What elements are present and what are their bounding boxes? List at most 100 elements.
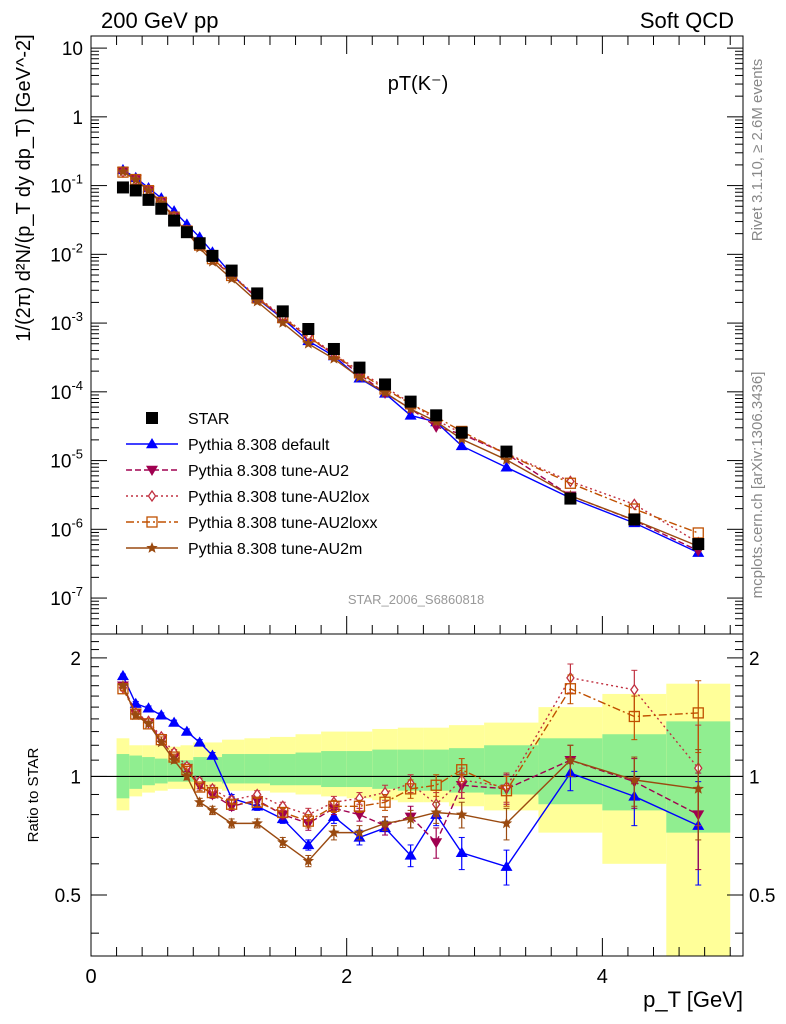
ratio-frame (90, 633, 744, 957)
star-data-point (692, 538, 705, 551)
star-band-inner (346, 751, 373, 788)
star-data-point (353, 361, 366, 374)
star-band-inner (154, 758, 168, 784)
series-3-ratio-point (194, 781, 206, 793)
star-data-point (206, 249, 219, 262)
analysis-label: STAR_2006_S6860818 (348, 592, 484, 607)
y-tick-label: 10-3 (50, 309, 83, 335)
series-4-main-point (130, 173, 142, 185)
main-marks (116, 163, 705, 557)
ratio-y-tick-label-right: 1 (749, 767, 760, 788)
series-4-main-line (122, 171, 699, 547)
header-right: Soft QCD (640, 8, 734, 33)
header-left: 200 GeV pp (101, 8, 218, 33)
star-data-point (404, 395, 417, 408)
series-3-ratio-point (692, 707, 704, 719)
series-3-ratio-point (225, 798, 238, 810)
y-tick-label: 10-6 (50, 515, 83, 541)
legend-label: Pythia 8.308 tune-AU2 (188, 463, 349, 480)
y-tick-label: 1 (72, 108, 83, 129)
series-3-ratio-point (564, 683, 577, 695)
legend-marker (147, 489, 157, 503)
series-4-main-point (404, 403, 417, 414)
star-data-point (430, 409, 443, 422)
star-band-inner (193, 757, 207, 782)
star-data-point (455, 426, 468, 439)
series-4-ratio-point (379, 817, 391, 829)
series-4-ratio-point (456, 808, 468, 820)
series-0-ratio-point (500, 860, 513, 871)
x-tick-label: 4 (597, 966, 608, 988)
series-4-ratio-point (628, 773, 641, 785)
star-data-point (129, 184, 142, 197)
star-uncertainty-bands (116, 683, 731, 956)
ratio-panel: 2 2 1 1 0.5 0.5 (55, 633, 775, 957)
ratio-y-tick-label: 0.5 (55, 886, 81, 907)
series-3-ratio-point (353, 800, 366, 812)
star-data-point (628, 513, 641, 526)
series-0-ratio-point (116, 669, 129, 681)
series-4-ratio-point (155, 736, 168, 748)
series-4-main-point (379, 386, 391, 398)
series-4-ratio-point (251, 817, 263, 829)
series-1-ratio-line (122, 685, 699, 844)
star-data-point (225, 264, 238, 277)
y-tick-exponent: -1 (71, 172, 83, 187)
side-label-top: Rivet 3.1.10, ≥ 2.6M events (749, 59, 766, 242)
legend-marker (146, 465, 158, 476)
star-data-point (193, 237, 206, 250)
y-tick-label: 10-4 (50, 378, 83, 404)
series-4-main-point (353, 371, 366, 383)
series-4-ratio-point (430, 806, 442, 818)
series-0-ratio-line (122, 675, 699, 868)
legend-marker (146, 542, 158, 553)
series-3-ratio-point (456, 764, 468, 776)
series-0-ratio-point (155, 709, 168, 720)
series-4-ratio-point (328, 826, 340, 838)
legend-label: Pythia 8.308 tune-AU2lox (188, 489, 369, 506)
legend-label: Pythia 8.308 default (188, 437, 330, 454)
series-3-ratio-point (379, 796, 391, 808)
star-band-inner (129, 755, 143, 789)
series-0-ratio-point (168, 716, 181, 727)
y-tick-label: 10-2 (50, 240, 83, 266)
series-4-ratio-point (130, 709, 142, 721)
series-2-ratio-point (630, 683, 639, 696)
series-3-ratio-point (430, 779, 442, 791)
series-3-ratio-point (206, 786, 219, 799)
star-data-point (155, 202, 168, 215)
legend-marker (146, 516, 158, 528)
series-4-ratio-point (692, 782, 704, 794)
x-tick-label: 0 (85, 966, 96, 988)
series-4-ratio-point (225, 817, 238, 829)
star-data-point (379, 378, 392, 391)
series-4-ratio-point (277, 836, 289, 848)
legend-label: STAR (188, 411, 229, 428)
star-data-point (168, 214, 181, 227)
series-4-ratio-point (500, 817, 513, 829)
ratio-y-tick-label: 1 (70, 767, 81, 788)
y-tick-exponent: -3 (71, 309, 83, 324)
star-data-point (142, 193, 155, 206)
star-band-inner (372, 749, 398, 789)
y-tick-label: 10-1 (50, 172, 83, 198)
legend: STAR Pythia 8.308 default Pythia 8.308 tun… (126, 411, 377, 558)
series-0-ratio-point (180, 725, 193, 736)
series-4-main-point (456, 433, 468, 445)
star-band-inner (269, 754, 296, 786)
series-0-main-line (122, 169, 699, 554)
series-3-ratio-point (251, 796, 263, 808)
series-0-ratio-point (327, 810, 340, 821)
series-4-ratio-point (302, 854, 315, 866)
y-tick-exponent: -7 (71, 584, 83, 599)
series-4-main-point (155, 196, 168, 208)
series-0-ratio-point (193, 736, 206, 747)
y-tick-label: 10-5 (50, 447, 83, 473)
y-axis-label: 1/(2π) d²N/(p_T dy dp_T) [GeV^-2] (13, 34, 35, 341)
series-4-ratio-point (206, 804, 219, 816)
series-3-main-point (564, 477, 577, 489)
series-3-ratio-point (130, 708, 142, 720)
plot-title: pT(K⁻) (388, 73, 449, 95)
x-tick-label: 2 (341, 966, 352, 988)
series-1-ratio-point (430, 838, 443, 849)
